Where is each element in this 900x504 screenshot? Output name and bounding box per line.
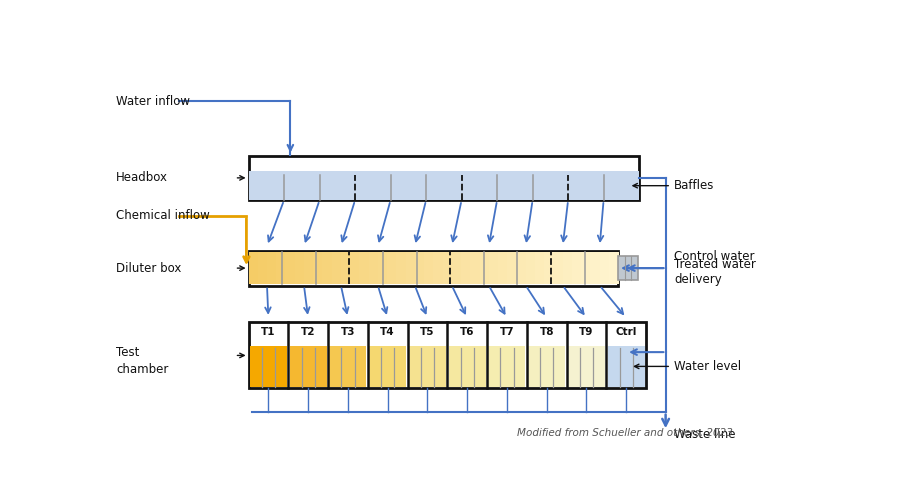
Bar bbox=[544, 252, 554, 284]
Bar bbox=[248, 323, 646, 389]
Bar bbox=[369, 252, 379, 284]
Bar bbox=[285, 252, 295, 284]
Text: Modified from Schueller and others, 2023: Modified from Schueller and others, 2023 bbox=[517, 428, 733, 438]
Text: Treated water: Treated water bbox=[674, 258, 756, 271]
Bar bbox=[294, 252, 305, 284]
Text: Test: Test bbox=[116, 346, 140, 359]
Text: T3: T3 bbox=[341, 327, 356, 337]
Bar bbox=[608, 346, 644, 387]
Bar bbox=[350, 252, 360, 284]
Bar bbox=[590, 252, 600, 284]
Bar bbox=[517, 252, 526, 284]
Bar bbox=[449, 346, 486, 387]
Text: Baffles: Baffles bbox=[633, 179, 715, 192]
Text: delivery: delivery bbox=[674, 273, 722, 286]
Text: T4: T4 bbox=[381, 327, 395, 337]
Text: Waste line: Waste line bbox=[674, 428, 735, 442]
Bar bbox=[248, 171, 639, 200]
Bar bbox=[257, 252, 267, 284]
Bar bbox=[471, 252, 481, 284]
Bar bbox=[329, 346, 366, 387]
Bar bbox=[248, 156, 639, 200]
Bar bbox=[378, 252, 388, 284]
Bar bbox=[415, 252, 425, 284]
Bar bbox=[313, 252, 323, 284]
Bar bbox=[572, 252, 582, 284]
Bar bbox=[526, 252, 536, 284]
Text: T6: T6 bbox=[460, 327, 474, 337]
Text: T1: T1 bbox=[261, 327, 275, 337]
Bar bbox=[387, 252, 397, 284]
Bar bbox=[618, 256, 638, 280]
Bar bbox=[443, 252, 453, 284]
Bar bbox=[359, 252, 369, 284]
Bar bbox=[322, 252, 332, 284]
Text: Ctrl: Ctrl bbox=[616, 327, 637, 337]
Bar bbox=[535, 252, 545, 284]
Bar bbox=[332, 252, 342, 284]
Bar bbox=[599, 252, 609, 284]
Bar bbox=[396, 252, 406, 284]
Text: Water inflow: Water inflow bbox=[116, 95, 190, 108]
Text: T7: T7 bbox=[500, 327, 514, 337]
Bar bbox=[498, 252, 508, 284]
Text: chamber: chamber bbox=[116, 363, 168, 376]
Bar bbox=[369, 346, 406, 387]
Bar bbox=[341, 252, 351, 284]
Bar bbox=[304, 252, 314, 284]
Text: Diluter box: Diluter box bbox=[116, 262, 182, 275]
Bar bbox=[276, 252, 286, 284]
Text: T8: T8 bbox=[539, 327, 554, 337]
Text: T2: T2 bbox=[301, 327, 315, 337]
Bar bbox=[480, 252, 490, 284]
Bar bbox=[248, 250, 618, 286]
Text: T9: T9 bbox=[580, 327, 594, 337]
Bar bbox=[409, 346, 446, 387]
Text: Water level: Water level bbox=[634, 360, 741, 373]
Bar bbox=[554, 252, 563, 284]
Bar bbox=[267, 252, 277, 284]
Bar bbox=[489, 346, 526, 387]
Bar bbox=[424, 252, 434, 284]
Bar bbox=[489, 252, 499, 284]
Bar bbox=[406, 252, 416, 284]
Bar bbox=[461, 252, 471, 284]
Bar bbox=[290, 346, 327, 387]
Bar bbox=[528, 346, 565, 387]
Bar bbox=[568, 346, 605, 387]
Bar bbox=[248, 252, 258, 284]
Text: Chemical inflow: Chemical inflow bbox=[116, 209, 210, 222]
Bar bbox=[434, 252, 444, 284]
Bar bbox=[250, 346, 287, 387]
Text: Headbox: Headbox bbox=[116, 171, 168, 184]
Bar bbox=[452, 252, 462, 284]
Text: Control water: Control water bbox=[674, 250, 754, 263]
Bar bbox=[508, 252, 518, 284]
Bar bbox=[581, 252, 591, 284]
Bar bbox=[609, 252, 619, 284]
Text: T5: T5 bbox=[420, 327, 435, 337]
Bar bbox=[562, 252, 572, 284]
